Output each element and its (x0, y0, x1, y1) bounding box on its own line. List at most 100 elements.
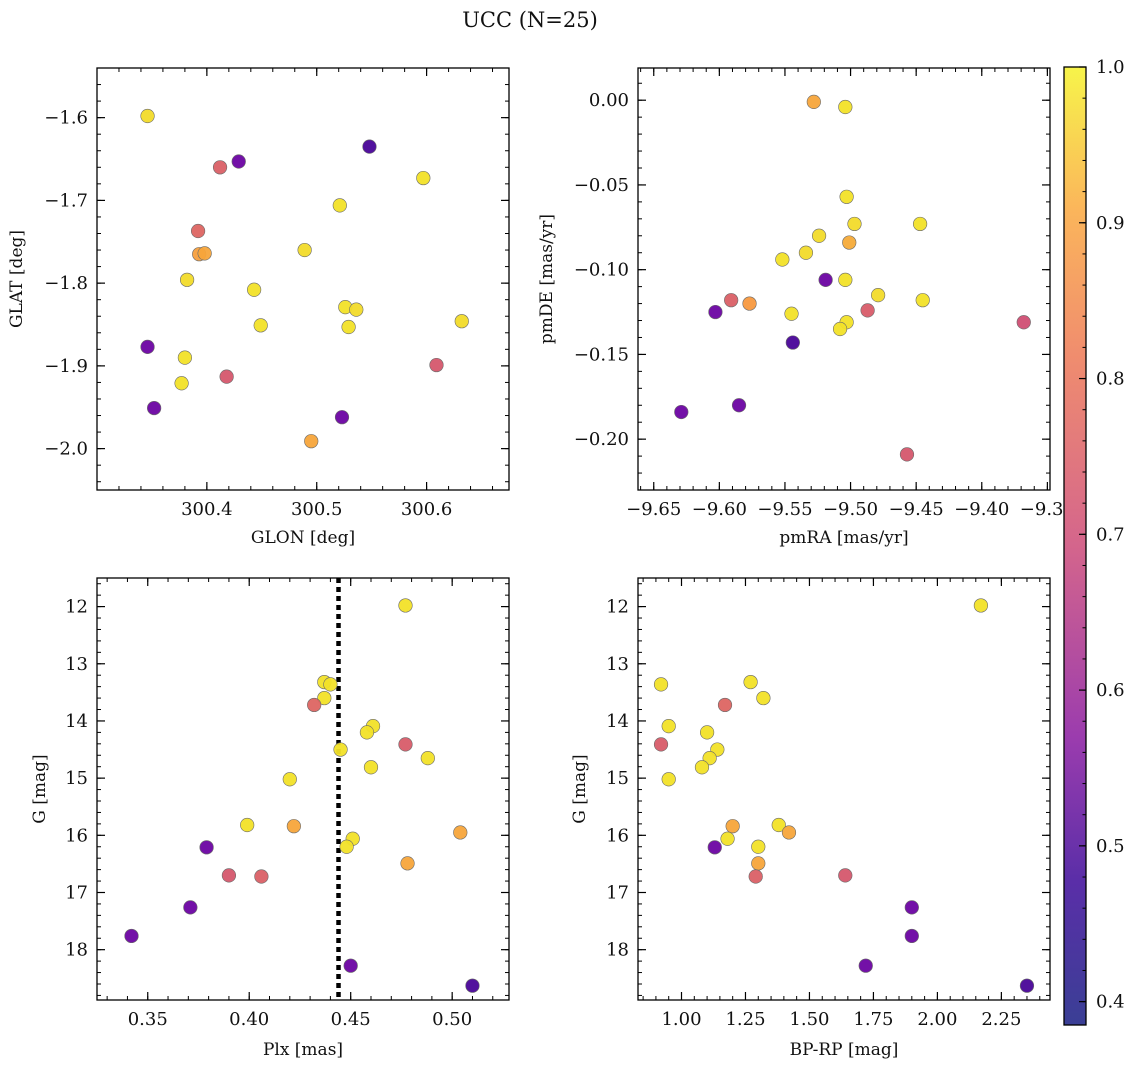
data-point (838, 99, 853, 115)
y-tick-label: −0.10 (574, 260, 629, 281)
colorbar-tick-label: 0.6 (1096, 680, 1125, 701)
y-tick-label: 17 (65, 882, 88, 903)
data-point (818, 272, 833, 287)
x-tick-label: 300.4 (181, 499, 233, 520)
axes-frame (96, 577, 510, 1001)
colorbar-tick-label: 0.8 (1096, 369, 1125, 390)
y-axis-label: GLAT [deg] (7, 230, 27, 328)
colorbar-tick-label: 0.5 (1096, 836, 1125, 857)
data-point (398, 737, 413, 752)
data-point (197, 246, 212, 261)
data-point (904, 928, 919, 944)
x-tick-label: 300.5 (291, 499, 343, 520)
data-point (1019, 978, 1035, 993)
data-point (183, 900, 198, 915)
colorbar: 0.4 0.5 0.6 0.7 0.8 0.9 1.0 (1063, 57, 1125, 1026)
y-tick-label: 12 (65, 597, 88, 618)
data-point (254, 869, 269, 884)
y-axis-label: pmDE [mas/yr] (537, 214, 557, 344)
plot-area (97, 578, 509, 1000)
data-point (253, 318, 268, 333)
y-tick-label: −0.20 (574, 429, 629, 450)
data-point (339, 839, 354, 854)
data-point (708, 304, 723, 320)
data-point (899, 447, 915, 462)
data-point (724, 293, 739, 308)
data-point (363, 760, 379, 775)
data-point (221, 868, 237, 883)
data-point (973, 598, 989, 613)
data-point (847, 216, 862, 232)
data-point (742, 296, 757, 311)
data-point (286, 819, 301, 834)
y-tick-label: 13 (65, 654, 88, 675)
major-ticks (638, 578, 1050, 1000)
data-point (362, 139, 377, 154)
y-tick-label: −1.7 (44, 190, 88, 211)
data-point (751, 856, 766, 871)
scatter-points (140, 108, 469, 449)
data-point (453, 825, 468, 840)
x-tick-label: −9.65 (626, 499, 681, 520)
panel-pmra-pmde: −9.65 −9.60 −9.55 −9.50 −9.45 −9.40 −9.35 0.00 −… (537, 67, 1075, 548)
data-point (140, 108, 155, 124)
data-point (1016, 315, 1031, 330)
data-point (756, 690, 771, 706)
y-tick-label: −1.9 (44, 356, 88, 377)
data-point (177, 350, 192, 365)
data-point (702, 751, 717, 766)
data-point (720, 831, 735, 846)
data-point (420, 751, 435, 766)
data-point (212, 160, 228, 175)
colorbar-tick-label: 1.0 (1096, 57, 1125, 78)
data-point (858, 958, 873, 973)
data-point (860, 303, 875, 318)
x-tick-label: 2.00 (917, 1009, 957, 1030)
data-point (398, 598, 413, 613)
data-point (174, 376, 189, 391)
x-tick-label: 0.50 (432, 1009, 472, 1030)
data-point (341, 319, 356, 335)
y-tick-label: 13 (606, 654, 629, 675)
data-point (661, 772, 676, 787)
x-tick-label: −9.50 (823, 499, 878, 520)
major-ticks (638, 68, 1050, 490)
data-point (674, 404, 689, 420)
data-point (915, 293, 930, 308)
data-point (694, 760, 710, 775)
x-tick-label: 1.75 (853, 1009, 893, 1030)
axes-frame (96, 67, 510, 491)
data-point (653, 737, 669, 752)
y-axis-label: G [mag] (570, 754, 590, 823)
data-point (731, 398, 747, 413)
x-axis-label: Plx [mas] (263, 1040, 343, 1060)
data-point (231, 154, 246, 169)
panel-bprp-g: 1.00 1.25 1.50 1.75 2.00 2.25 12 13 14 15 16 17 18 BP… (570, 577, 1051, 1060)
x-tick-label: −9.55 (757, 499, 812, 520)
data-point (699, 725, 715, 740)
x-tick-label: 1.25 (725, 1009, 765, 1030)
data-point (282, 772, 297, 787)
colorbar-tick-label: 0.9 (1096, 213, 1125, 234)
data-point (832, 321, 848, 337)
data-point (304, 434, 319, 449)
figure-title: UCC (N=25) (462, 8, 598, 32)
data-point (839, 189, 854, 204)
data-point (784, 306, 799, 321)
data-point (349, 302, 364, 317)
y-tick-label: 16 (65, 825, 88, 846)
data-point (811, 228, 827, 243)
data-point (775, 252, 790, 267)
colorbar-gradient (1063, 66, 1087, 1026)
data-point (904, 900, 919, 915)
data-point (317, 690, 332, 706)
data-point (717, 697, 733, 713)
data-point (707, 840, 722, 855)
data-point (785, 335, 800, 350)
data-point (323, 677, 338, 692)
scatter-points (674, 94, 1031, 462)
data-point (297, 242, 312, 258)
data-point (653, 677, 669, 692)
data-point (343, 958, 358, 973)
